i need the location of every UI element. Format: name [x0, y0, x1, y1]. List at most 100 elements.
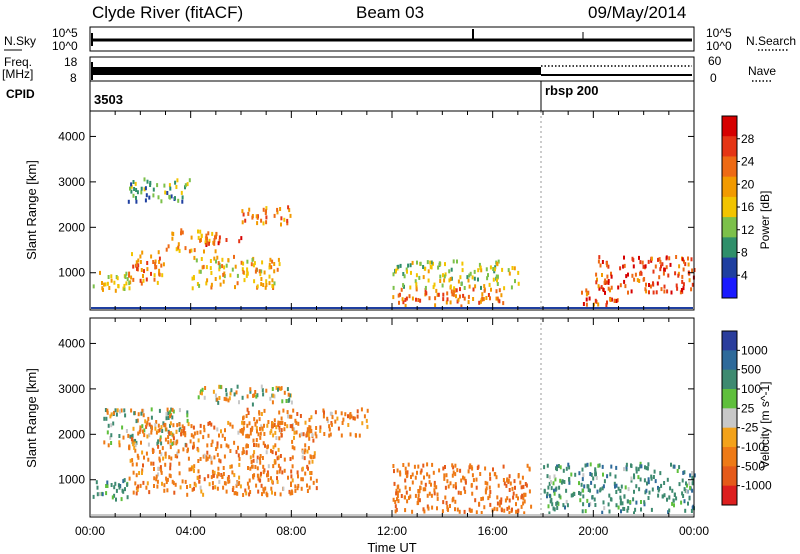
range-gate-cell	[428, 296, 431, 301]
range-gate-cell	[615, 490, 618, 494]
range-gate-cell	[176, 454, 179, 459]
range-gate-cell	[392, 497, 395, 502]
range-gate-cell	[158, 256, 161, 261]
range-gate-cell	[140, 411, 143, 416]
range-gate-cell	[497, 259, 500, 264]
range-gate-cell	[174, 180, 177, 185]
range-gate-cell	[456, 259, 458, 264]
range-gate-cell	[394, 504, 397, 509]
range-gate-cell	[288, 397, 291, 402]
range-gate-cell	[154, 426, 157, 431]
range-gate-cell	[165, 412, 168, 417]
range-gate-cell	[274, 430, 277, 435]
range-gate-cell	[186, 418, 189, 423]
range-gate-cell	[271, 490, 273, 495]
range-gate-cell	[224, 428, 226, 433]
range-gate-cell	[691, 268, 694, 273]
range-gate-cell	[570, 472, 573, 477]
range-gate-cell	[417, 493, 420, 498]
range-gate-cell	[398, 292, 401, 297]
range-gate-cell	[225, 388, 228, 393]
range-gate-cell	[646, 481, 648, 486]
range-gate-cell	[395, 268, 397, 273]
freq-unit: [MHz]	[2, 67, 33, 81]
range-gate-cell	[265, 215, 268, 220]
range-gate-cell	[530, 504, 533, 509]
range-gate-cell	[199, 423, 202, 428]
range-gate-cell	[419, 485, 422, 490]
range-gate-cell	[160, 468, 163, 473]
range-gate-cell	[218, 479, 221, 484]
range-gate-cell	[553, 488, 555, 493]
range-gate-cell	[606, 274, 609, 279]
range-gate-cell	[554, 477, 557, 482]
range-gate-cell	[623, 467, 625, 472]
cpid-second: rbsp 200	[545, 83, 598, 98]
range-gate-cell	[595, 272, 598, 277]
range-gate-cell	[619, 501, 622, 506]
range-gate-cell	[509, 481, 512, 486]
range-gate-cell	[590, 480, 593, 485]
range-gate-cell	[464, 478, 467, 483]
nsky-left-top: 10^5	[52, 26, 78, 40]
range-gate-cell	[253, 443, 255, 447]
range-gate-cell	[517, 281, 520, 286]
range-gate-cell	[589, 501, 592, 506]
range-gate-cell	[419, 298, 422, 303]
range-gate-cell	[135, 196, 137, 200]
range-gate-cell	[513, 479, 516, 484]
cpid-first: 3503	[94, 92, 123, 107]
range-gate-cell	[245, 491, 248, 496]
range-gate-cell	[169, 410, 171, 415]
range-gate-cell	[202, 492, 205, 497]
range-gate-cell	[132, 442, 135, 447]
colorbar-tick-label: 4	[741, 268, 748, 282]
range-gate-cell	[514, 485, 516, 490]
range-gate-cell	[280, 433, 283, 438]
range-gate-cell	[435, 485, 438, 490]
range-gate-cell	[213, 238, 216, 243]
range-gate-cell	[187, 422, 190, 427]
range-gate-cell	[206, 278, 209, 283]
range-gate-cell	[241, 420, 244, 425]
range-gate-cell	[517, 270, 520, 275]
range-gate-cell	[286, 387, 289, 392]
range-gate-cell	[658, 257, 661, 262]
range-gate-cell	[175, 185, 178, 189]
range-gate-cell	[420, 480, 423, 485]
range-gate-cell	[228, 479, 231, 484]
range-gate-cell	[681, 274, 684, 279]
range-gate-cell	[277, 257, 280, 262]
y-tick-label: 2000	[58, 427, 85, 441]
range-gate-cell	[115, 412, 118, 417]
range-gate-cell	[113, 493, 116, 498]
range-gate-cell	[588, 503, 591, 508]
cpid-strip: CPID 3503 rbsp 200	[6, 81, 695, 111]
colorbar-swatch	[722, 447, 737, 467]
range-gate-cell	[205, 243, 208, 247]
range-gate-cell	[394, 509, 397, 514]
range-gate-cell	[293, 435, 295, 440]
range-gate-cell	[395, 507, 398, 512]
range-gate-cell	[402, 300, 405, 305]
range-gate-cell	[269, 396, 272, 401]
range-gate-cell	[330, 411, 333, 416]
range-gate-cell	[315, 486, 318, 491]
range-gate-cell	[301, 455, 304, 460]
range-gate-cell	[110, 412, 113, 417]
range-gate-cell	[268, 265, 271, 270]
range-gate-cell	[619, 495, 622, 500]
range-gate-cell	[444, 262, 446, 267]
range-gate-cell	[392, 285, 395, 290]
range-gate-cell	[349, 432, 352, 437]
range-gate-cell	[220, 444, 223, 449]
range-gate-cell	[248, 421, 251, 426]
range-gate-cell	[469, 463, 472, 468]
range-gate-cell	[417, 298, 420, 302]
range-gate-cell	[639, 260, 642, 265]
range-gate-cell	[323, 410, 325, 415]
range-gate-cell	[227, 420, 230, 425]
range-gate-cell	[328, 424, 331, 429]
range-gate-cell	[419, 470, 422, 475]
range-gate-cell	[479, 265, 482, 270]
